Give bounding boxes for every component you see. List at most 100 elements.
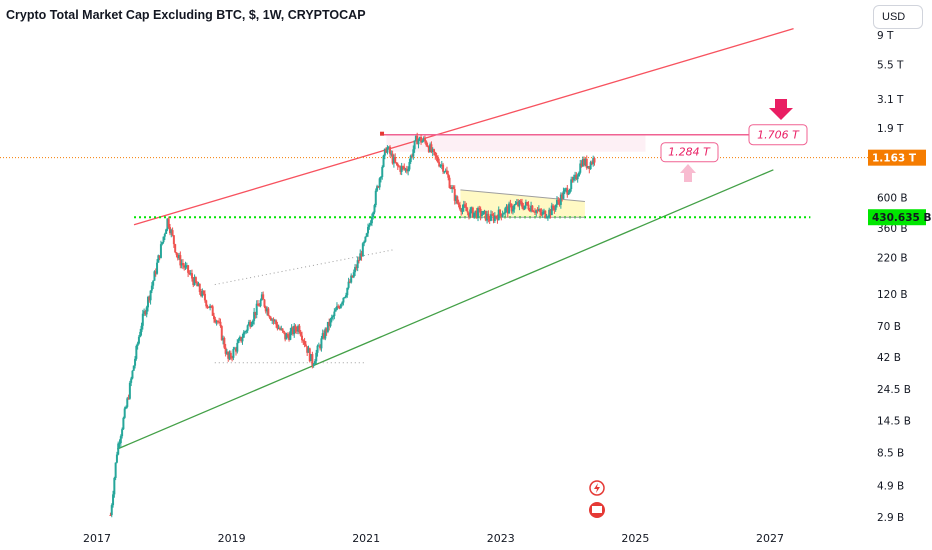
candle-body bbox=[389, 146, 392, 154]
candle-body bbox=[190, 273, 193, 279]
y-tick-label: 1.9 T bbox=[877, 123, 904, 135]
candle bbox=[244, 330, 247, 335]
trendline-dotted-resistance bbox=[214, 249, 394, 286]
candle bbox=[277, 324, 280, 330]
candle bbox=[216, 320, 219, 325]
candle-body bbox=[405, 168, 408, 172]
candle bbox=[302, 339, 305, 346]
candle bbox=[385, 146, 388, 154]
candle-body bbox=[321, 333, 324, 339]
candle-body bbox=[566, 188, 569, 195]
candle bbox=[392, 154, 395, 168]
candle bbox=[501, 210, 504, 218]
candle bbox=[112, 490, 115, 508]
candle-body bbox=[417, 139, 420, 145]
candle-body bbox=[202, 290, 205, 294]
candle-body bbox=[354, 267, 357, 273]
support-price-tag: 430.635 B bbox=[868, 209, 931, 226]
annotations: 1.706 T 1.284 T bbox=[589, 99, 808, 518]
candle bbox=[425, 140, 428, 147]
candle bbox=[202, 290, 205, 296]
candle bbox=[352, 269, 355, 279]
candle bbox=[552, 203, 555, 211]
trendline-upper-channel bbox=[133, 28, 794, 226]
candle bbox=[387, 146, 390, 149]
candle bbox=[269, 316, 272, 321]
candle bbox=[245, 329, 248, 334]
candle-body bbox=[565, 188, 568, 190]
candle-body bbox=[334, 309, 337, 312]
candle bbox=[154, 268, 157, 277]
candle bbox=[335, 302, 338, 311]
candle-body bbox=[486, 213, 489, 221]
candle-body bbox=[579, 163, 582, 173]
y-tick-label: 5.5 T bbox=[877, 60, 904, 72]
candle bbox=[470, 206, 473, 214]
candle bbox=[117, 441, 120, 456]
candle bbox=[122, 416, 125, 430]
candle bbox=[530, 201, 533, 213]
candlesticks bbox=[109, 132, 596, 518]
candle-body bbox=[489, 214, 492, 221]
candle-body bbox=[128, 382, 131, 399]
candle-body bbox=[110, 505, 113, 516]
candle-body bbox=[269, 317, 272, 321]
candle-body bbox=[505, 206, 508, 209]
candle bbox=[168, 223, 171, 236]
candle bbox=[194, 276, 197, 284]
candle-body bbox=[288, 335, 291, 340]
candle-body bbox=[320, 338, 323, 349]
candle bbox=[235, 346, 238, 356]
candle-body bbox=[312, 363, 315, 366]
candle bbox=[136, 341, 139, 350]
candle-body bbox=[136, 343, 139, 346]
candle bbox=[225, 348, 228, 355]
candle bbox=[157, 254, 160, 263]
candle-body bbox=[435, 155, 438, 158]
candle bbox=[499, 209, 502, 217]
currency-button[interactable]: USD bbox=[873, 5, 923, 29]
candle-body bbox=[469, 209, 472, 217]
candle bbox=[435, 152, 438, 162]
candle-body bbox=[328, 321, 331, 327]
candle-body bbox=[223, 337, 226, 348]
candle bbox=[156, 259, 159, 275]
candle bbox=[343, 296, 346, 299]
candle-body bbox=[530, 205, 533, 212]
candle bbox=[346, 287, 349, 298]
candle-body bbox=[281, 328, 284, 331]
candle-body bbox=[152, 280, 155, 286]
y-tick-label: 120 B bbox=[877, 289, 908, 301]
candle bbox=[550, 202, 553, 216]
candle-body bbox=[541, 211, 544, 215]
candle bbox=[533, 208, 536, 215]
candle-body bbox=[433, 149, 436, 153]
candle bbox=[522, 202, 525, 211]
candle bbox=[223, 336, 226, 350]
candle-body bbox=[540, 212, 543, 215]
candle-body bbox=[271, 319, 274, 321]
candle-body bbox=[359, 253, 362, 261]
candle bbox=[565, 187, 568, 193]
candle-body bbox=[121, 429, 124, 437]
y-tick-label: 42 B bbox=[877, 352, 901, 364]
candle bbox=[121, 427, 124, 439]
candle-body bbox=[460, 209, 463, 212]
candle-body bbox=[385, 148, 388, 153]
candle-body bbox=[262, 294, 265, 300]
candle bbox=[288, 332, 291, 342]
candle bbox=[504, 207, 507, 217]
candle bbox=[347, 277, 350, 290]
candle-body bbox=[159, 244, 162, 258]
candle-body bbox=[367, 226, 370, 234]
candle bbox=[329, 318, 332, 328]
candle bbox=[312, 362, 315, 368]
candle-body bbox=[361, 243, 364, 257]
y-tick-label: 24.5 B bbox=[877, 384, 911, 396]
candle-body bbox=[185, 265, 188, 267]
candle-body bbox=[218, 321, 221, 323]
candle-body bbox=[341, 302, 344, 305]
candle bbox=[583, 156, 586, 167]
candle bbox=[497, 206, 500, 221]
